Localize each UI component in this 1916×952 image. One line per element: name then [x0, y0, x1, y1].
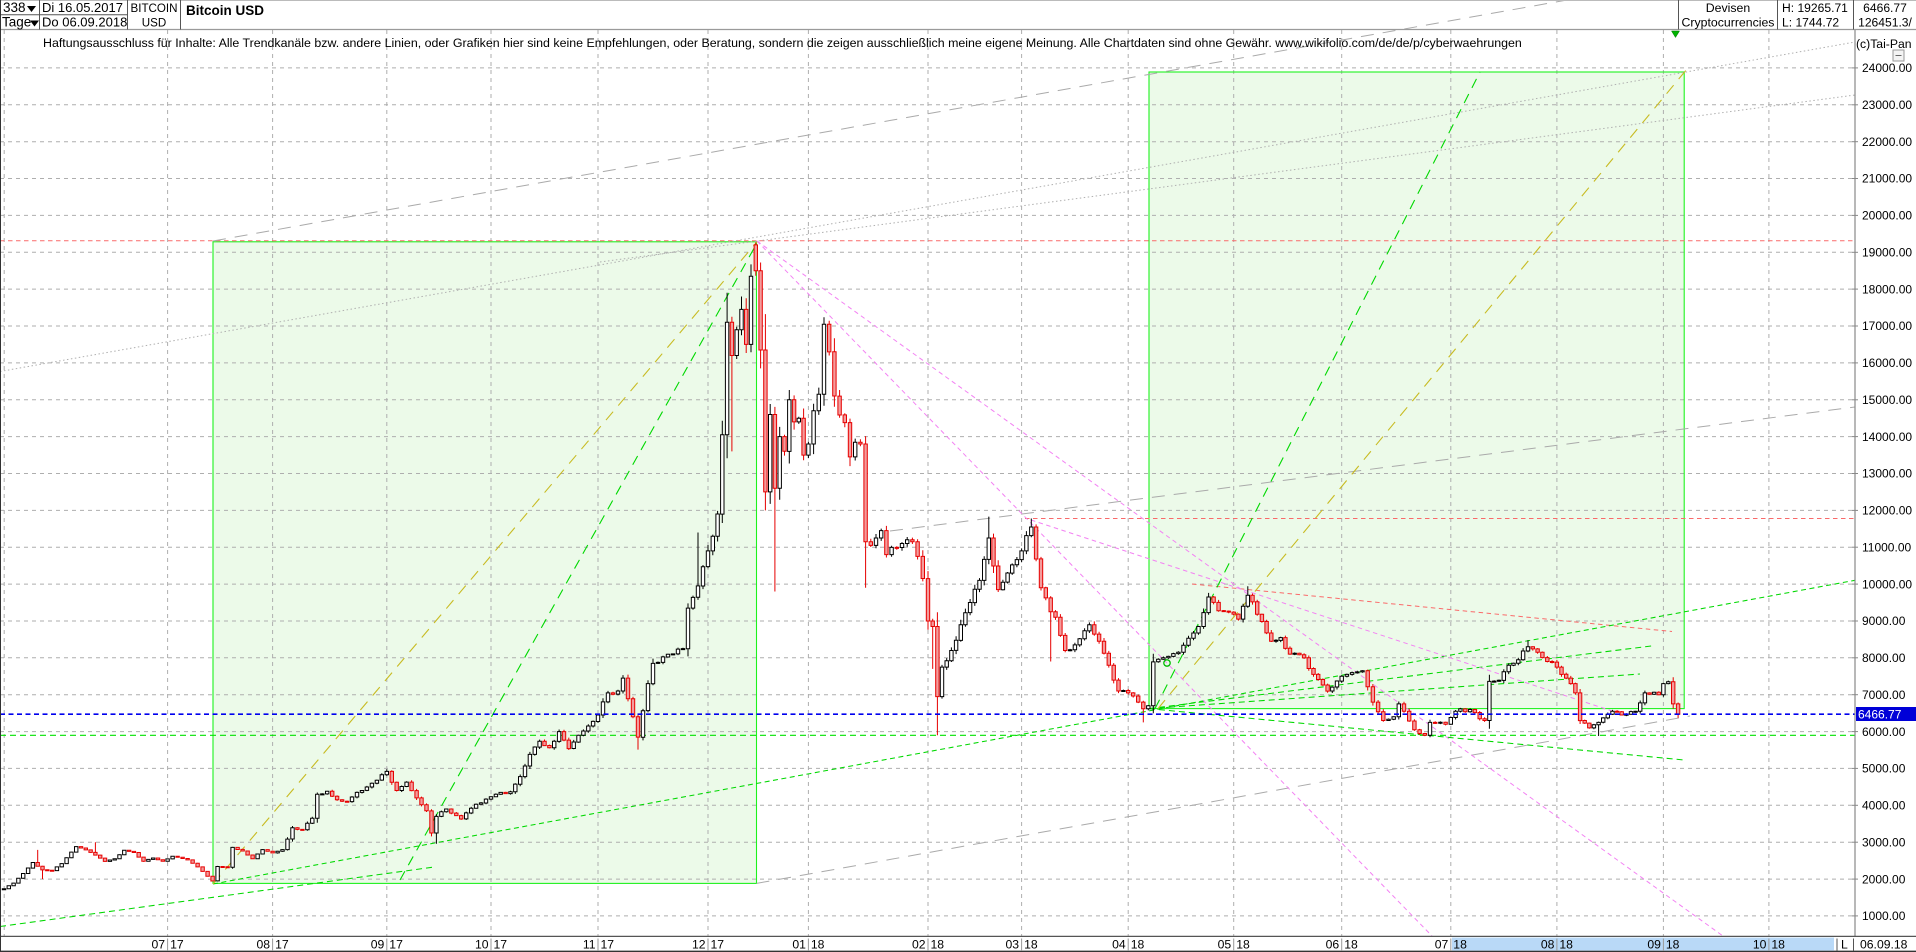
- svg-text:18: 18: [1559, 938, 1573, 952]
- svg-text:Devisen: Devisen: [1706, 1, 1751, 15]
- svg-text:18: 18: [1666, 938, 1680, 952]
- svg-text:24000.00: 24000.00: [1862, 61, 1912, 75]
- svg-text:18000.00: 18000.00: [1862, 282, 1912, 296]
- svg-text:9000.00: 9000.00: [1862, 614, 1906, 628]
- svg-text:18: 18: [1131, 938, 1145, 952]
- svg-text:3000.00: 3000.00: [1862, 835, 1906, 849]
- svg-text:14000.00: 14000.00: [1862, 430, 1912, 444]
- svg-text:21000.00: 21000.00: [1862, 172, 1912, 186]
- svg-text:17: 17: [170, 938, 184, 952]
- svg-text:13000.00: 13000.00: [1862, 467, 1912, 481]
- svg-text:L: 1744.72: L: 1744.72: [1782, 16, 1839, 30]
- svg-text:Cryptocurrencies: Cryptocurrencies: [1682, 16, 1775, 30]
- svg-text:17: 17: [494, 938, 508, 952]
- svg-text:09: 09: [1647, 938, 1661, 952]
- svg-text:02: 02: [912, 938, 926, 952]
- svg-text:2000.00: 2000.00: [1862, 872, 1906, 886]
- svg-text:8000.00: 8000.00: [1862, 651, 1906, 665]
- svg-text:6000.00: 6000.00: [1862, 725, 1906, 739]
- svg-text:20000.00: 20000.00: [1862, 209, 1912, 223]
- svg-text:16000.00: 16000.00: [1862, 356, 1912, 370]
- svg-text:08: 08: [257, 938, 271, 952]
- svg-text:338: 338: [3, 0, 26, 15]
- svg-text:126451.3/: 126451.3/: [1858, 16, 1912, 30]
- svg-text:Do 06.09.2018: Do 06.09.2018: [42, 15, 127, 30]
- svg-text:11000.00: 11000.00: [1862, 540, 1911, 554]
- svg-text:18: 18: [931, 938, 945, 952]
- svg-text:07: 07: [152, 938, 166, 952]
- svg-text:06: 06: [1326, 938, 1340, 952]
- svg-text:22000.00: 22000.00: [1862, 135, 1912, 149]
- svg-text:11: 11: [583, 938, 596, 952]
- svg-text:USD: USD: [142, 17, 166, 30]
- svg-text:1000.00: 1000.00: [1862, 909, 1906, 923]
- svg-text:03: 03: [1006, 938, 1020, 952]
- svg-text:19000.00: 19000.00: [1862, 246, 1912, 260]
- svg-text:12: 12: [692, 938, 706, 952]
- svg-text:(c)Tai-Pan: (c)Tai-Pan: [1856, 37, 1912, 51]
- svg-text:17: 17: [389, 938, 403, 952]
- svg-text:Di 16.05.2017: Di 16.05.2017: [42, 0, 123, 15]
- svg-text:4000.00: 4000.00: [1862, 799, 1906, 813]
- svg-text:10000.00: 10000.00: [1862, 577, 1912, 591]
- svg-text:08: 08: [1541, 938, 1555, 952]
- svg-text:6466.77: 6466.77: [1863, 1, 1907, 15]
- svg-text:Bitcoin USD: Bitcoin USD: [186, 3, 264, 18]
- svg-text:Haftungsausschluss für Inhalte: Haftungsausschluss für Inhalte: Alle Tre…: [43, 36, 1522, 50]
- svg-text:04: 04: [1112, 938, 1126, 952]
- svg-text:17: 17: [275, 938, 289, 952]
- svg-text:06.09.18: 06.09.18: [1860, 938, 1908, 952]
- svg-text:12000.00: 12000.00: [1862, 504, 1912, 518]
- svg-text:07: 07: [1435, 938, 1449, 952]
- svg-text:05: 05: [1218, 938, 1232, 952]
- svg-text:17000.00: 17000.00: [1862, 319, 1912, 333]
- svg-text:17: 17: [601, 938, 615, 952]
- svg-text:18: 18: [1024, 938, 1038, 952]
- svg-text:L: L: [1841, 938, 1848, 952]
- svg-text:Tage: Tage: [2, 15, 31, 30]
- svg-text:09: 09: [371, 938, 385, 952]
- svg-text:18: 18: [1771, 938, 1785, 952]
- svg-text:15000.00: 15000.00: [1862, 393, 1912, 407]
- svg-text:BITCOIN: BITCOIN: [130, 2, 177, 15]
- svg-text:10: 10: [1753, 938, 1767, 952]
- svg-text:18: 18: [1344, 938, 1358, 952]
- svg-text:18: 18: [1453, 938, 1467, 952]
- svg-text:18: 18: [1236, 938, 1250, 952]
- svg-text:23000.00: 23000.00: [1862, 98, 1912, 112]
- svg-text:10: 10: [475, 938, 489, 952]
- svg-text:5000.00: 5000.00: [1862, 762, 1906, 776]
- svg-text:6466.77: 6466.77: [1858, 708, 1902, 722]
- svg-text:H: 19265.71: H: 19265.71: [1782, 1, 1848, 15]
- svg-text:17: 17: [711, 938, 725, 952]
- svg-text:7000.00: 7000.00: [1862, 688, 1906, 702]
- svg-text:18: 18: [811, 938, 825, 952]
- svg-text:01: 01: [792, 938, 806, 952]
